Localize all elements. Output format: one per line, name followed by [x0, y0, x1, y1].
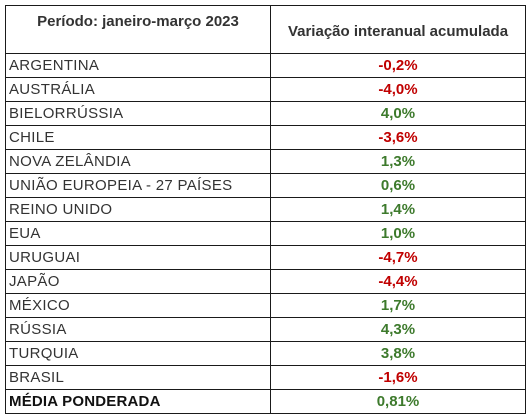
table-row: EUA 1,0%: [5, 221, 526, 246]
value-cell: -3,6%: [270, 125, 526, 150]
country-cell: UNIÃO EUROPEIA - 27 PAÍSES: [5, 173, 271, 198]
country-cell: REINO UNIDO: [5, 197, 271, 222]
table-row: ARGENTINA -0,2%: [5, 53, 526, 78]
value-cell: 1,3%: [270, 149, 526, 174]
table-row: CHILE -3,6%: [5, 125, 526, 150]
country-cell: JAPÃO: [5, 269, 271, 294]
table-row: AUSTRÁLIA -4,0%: [5, 77, 526, 102]
country-cell: URUGUAI: [5, 245, 271, 270]
variation-header: Variação interanual acumulada: [270, 5, 526, 54]
country-cell: NOVA ZELÂNDIA: [5, 149, 271, 174]
period-header: Período: janeiro-março 2023: [5, 5, 271, 54]
value-cell: -1,6%: [270, 365, 526, 390]
country-cell: TURQUIA: [5, 341, 271, 366]
table-row: URUGUAI -4,7%: [5, 245, 526, 270]
value-cell: 3,8%: [270, 341, 526, 366]
table-row: TURQUIA 3,8%: [5, 341, 526, 366]
total-label: MÉDIA PONDERADA: [5, 389, 271, 414]
total-row: MÉDIA PONDERADA 0,81%: [5, 389, 526, 414]
table-row: NOVA ZELÂNDIA 1,3%: [5, 149, 526, 174]
value-cell: -4,0%: [270, 77, 526, 102]
country-cell: AUSTRÁLIA: [5, 77, 271, 102]
country-cell: MÉXICO: [5, 293, 271, 318]
value-cell: 1,4%: [270, 197, 526, 222]
table-header-row: Período: janeiro-março 2023 Variação int…: [5, 5, 526, 54]
total-value: 0,81%: [270, 389, 526, 414]
table-row: BIELORRÚSSIA 4,0%: [5, 101, 526, 126]
table-row: REINO UNIDO 1,4%: [5, 197, 526, 222]
table-row: JAPÃO -4,4%: [5, 269, 526, 294]
value-cell: 4,3%: [270, 317, 526, 342]
value-cell: -4,7%: [270, 245, 526, 270]
country-cell: EUA: [5, 221, 271, 246]
country-cell: ARGENTINA: [5, 53, 271, 78]
country-cell: BRASIL: [5, 365, 271, 390]
country-cell: CHILE: [5, 125, 271, 150]
table-row: BRASIL -1,6%: [5, 365, 526, 390]
variation-table: Período: janeiro-março 2023 Variação int…: [5, 5, 526, 414]
value-cell: -0,2%: [270, 53, 526, 78]
value-cell: -4,4%: [270, 269, 526, 294]
table-row: RÚSSIA 4,3%: [5, 317, 526, 342]
table-row: MÉXICO 1,7%: [5, 293, 526, 318]
value-cell: 1,7%: [270, 293, 526, 318]
value-cell: 1,0%: [270, 221, 526, 246]
value-cell: 0,6%: [270, 173, 526, 198]
value-cell: 4,0%: [270, 101, 526, 126]
country-cell: BIELORRÚSSIA: [5, 101, 271, 126]
table-row: UNIÃO EUROPEIA - 27 PAÍSES 0,6%: [5, 173, 526, 198]
country-cell: RÚSSIA: [5, 317, 271, 342]
